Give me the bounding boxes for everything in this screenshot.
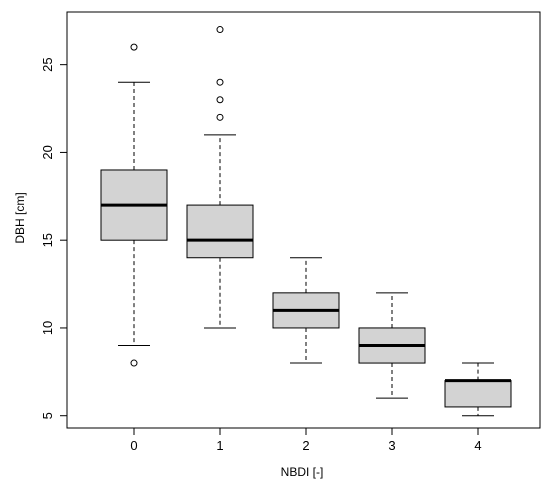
outlier-point [216,26,224,34]
outlier-point [216,96,224,104]
y-axis: 5 10 15 20 25 [40,57,67,419]
y-tick-label: 25 [40,57,55,71]
x-tick-label: 4 [474,438,481,453]
outlier-point [130,359,138,367]
x-tick-label: 1 [216,438,223,453]
box-group-4 [444,362,512,417]
y-tick-label: 10 [40,321,55,335]
y-axis-title: DBH [cm] [13,192,27,243]
box-group-2 [272,257,340,364]
x-axis-title: NBDI [-] [281,465,324,479]
box-group-0 [100,43,168,367]
y-tick-label: 20 [40,145,55,159]
x-tick-label: 3 [388,438,395,453]
iqr-box [444,380,512,408]
boxes-layer [100,26,512,417]
box-group-1 [186,26,254,329]
x-axis: 0 1 2 3 4 [130,428,482,453]
y-tick-label: 15 [40,233,55,247]
box-group-3 [358,292,426,399]
x-tick-label: 2 [302,438,309,453]
plot-frame [66,11,541,429]
iqr-box [186,204,254,259]
y-tick-label: 5 [40,412,55,419]
outlier-point [130,43,138,51]
outlier-point [216,78,224,86]
x-tick-label: 0 [130,438,137,453]
outlier-point [216,113,224,121]
